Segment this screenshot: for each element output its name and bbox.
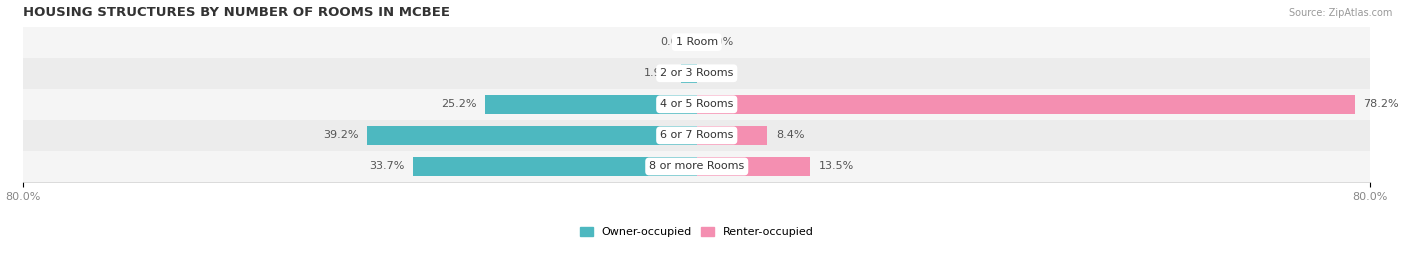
Text: 33.7%: 33.7% [370, 161, 405, 171]
Bar [697, 126, 768, 145]
Bar [681, 64, 697, 83]
Text: 8 or more Rooms: 8 or more Rooms [650, 161, 744, 171]
Text: 2 or 3 Rooms: 2 or 3 Rooms [659, 68, 734, 78]
Text: 8.4%: 8.4% [776, 130, 804, 140]
Text: 0.0%: 0.0% [706, 68, 734, 78]
Bar [24, 151, 1371, 182]
Text: 25.2%: 25.2% [440, 99, 477, 109]
Text: 13.5%: 13.5% [818, 161, 853, 171]
Text: 1.9%: 1.9% [644, 68, 672, 78]
Bar [697, 157, 810, 176]
Bar [24, 27, 1371, 58]
Text: 1 Room: 1 Room [676, 37, 718, 47]
Bar [485, 95, 697, 114]
Text: HOUSING STRUCTURES BY NUMBER OF ROOMS IN MCBEE: HOUSING STRUCTURES BY NUMBER OF ROOMS IN… [24, 6, 450, 19]
Text: Source: ZipAtlas.com: Source: ZipAtlas.com [1288, 8, 1392, 18]
Text: 0.0%: 0.0% [706, 37, 734, 47]
Legend: Owner-occupied, Renter-occupied: Owner-occupied, Renter-occupied [575, 222, 818, 242]
Text: 6 or 7 Rooms: 6 or 7 Rooms [659, 130, 734, 140]
Text: 78.2%: 78.2% [1364, 99, 1399, 109]
Text: 0.0%: 0.0% [659, 37, 689, 47]
Bar [24, 120, 1371, 151]
Text: 4 or 5 Rooms: 4 or 5 Rooms [659, 99, 734, 109]
Bar [24, 89, 1371, 120]
Bar [413, 157, 697, 176]
Bar [367, 126, 697, 145]
Bar [24, 58, 1371, 89]
Bar [697, 95, 1355, 114]
Text: 39.2%: 39.2% [323, 130, 359, 140]
